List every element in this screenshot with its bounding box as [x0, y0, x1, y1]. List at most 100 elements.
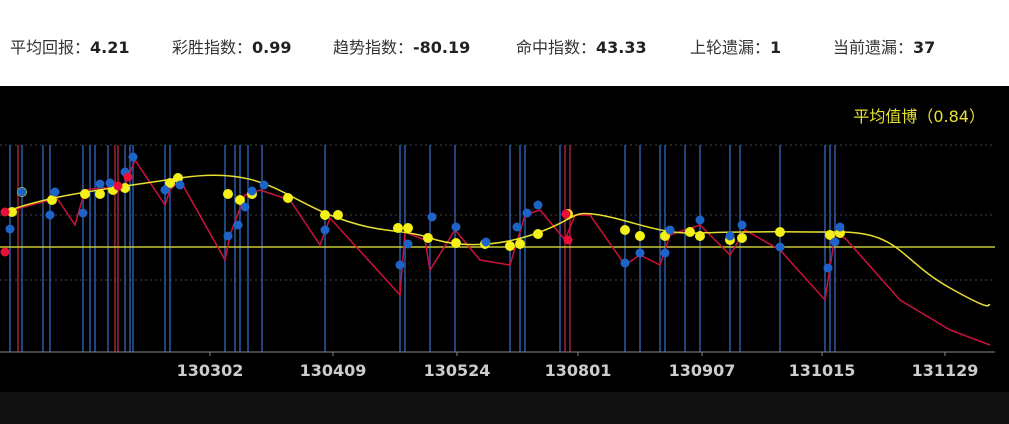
x-tick-label: 130409	[300, 361, 367, 380]
yellow-dot	[165, 178, 175, 188]
yellow-dot	[7, 207, 17, 217]
yellow-dot	[283, 193, 293, 203]
blue-dot	[17, 187, 27, 197]
yellow-line	[4, 174, 991, 307]
yellow-dot	[685, 227, 695, 237]
red-dot	[113, 181, 123, 191]
blue-dot	[78, 208, 88, 218]
yellow-dot	[47, 195, 57, 205]
yellow-dot	[737, 233, 747, 243]
red-dot	[0, 207, 10, 217]
blue-dot	[481, 237, 491, 247]
yellow-dot	[173, 173, 183, 183]
red-dot	[561, 209, 571, 219]
stat-value: -80.19	[413, 38, 471, 57]
blue-dot	[128, 152, 138, 162]
red-dot	[0, 247, 10, 257]
dots	[0, 152, 845, 273]
blue-dot	[233, 220, 243, 230]
blue-dot	[45, 210, 55, 220]
chart-background	[0, 86, 1009, 392]
yellow-dot	[695, 231, 705, 241]
yellow-dot	[320, 210, 330, 220]
yellow-dot	[775, 227, 785, 237]
stat-value: 43.33	[596, 38, 647, 57]
yellow-dot	[333, 210, 343, 220]
blue-dot	[50, 187, 60, 197]
blue-dot	[427, 212, 437, 222]
blue-dot	[512, 222, 522, 232]
yellow-dot	[223, 189, 233, 199]
stat-label: 当前遗漏：	[833, 38, 914, 57]
yellow-dot	[403, 223, 413, 233]
blue-dot	[160, 185, 170, 195]
blue-dot	[240, 202, 250, 212]
blue-dot	[635, 248, 645, 258]
stat-label: 平均回报：	[10, 38, 91, 57]
blue-dot	[395, 260, 405, 270]
blue-dot	[533, 200, 543, 210]
grid	[0, 144, 995, 281]
x-tick-label: 130302	[177, 361, 244, 380]
yellow-dot	[80, 189, 90, 199]
blue-dot	[835, 222, 845, 232]
stat-value: 37	[913, 38, 936, 57]
yellow-dot	[825, 230, 835, 240]
blue-dot	[105, 178, 115, 188]
yellow-dot	[393, 223, 403, 233]
blue-dot	[95, 179, 105, 189]
blue-dot	[737, 220, 747, 230]
stat: 当前遗漏：37	[833, 34, 935, 58]
blue-dot	[175, 180, 185, 190]
stat: 上轮遗漏：1	[690, 34, 781, 58]
yellow-dot	[635, 231, 645, 241]
blue-dot	[247, 186, 257, 196]
chart: 平均值博（0.84） 130302 130409 130524 130801 13090…	[0, 86, 1009, 392]
blue-dot	[725, 231, 735, 241]
blue-dot	[775, 242, 785, 252]
stat: 平均回报：4.21	[10, 34, 130, 58]
x-tick-label: 130524	[424, 361, 491, 380]
blue-dot	[451, 222, 461, 232]
stat-label: 趋势指数：	[333, 38, 414, 57]
blue-dot	[259, 180, 269, 190]
stat: 彩胜指数：0.99	[172, 34, 292, 58]
blue-dot	[665, 225, 675, 235]
blue-dot	[320, 225, 330, 235]
blue-dot	[223, 231, 233, 241]
x-tick-label: 131129	[912, 361, 979, 380]
stat-label: 命中指数：	[516, 38, 597, 57]
stat-label: 上轮遗漏：	[690, 38, 771, 57]
yellow-dot	[235, 195, 245, 205]
blue-dot	[695, 215, 705, 225]
stat: 趋势指数：-80.19	[333, 34, 470, 58]
yellow-dot	[533, 229, 543, 239]
yellow-dot	[451, 238, 461, 248]
blue-dot	[403, 239, 413, 249]
x-tick-label: 131015	[789, 361, 856, 380]
blue-dot	[830, 237, 840, 247]
footer	[0, 392, 1009, 424]
yellow-dot	[515, 239, 525, 249]
blue-dot	[5, 224, 15, 234]
stat: 命中指数：43.33	[516, 34, 647, 58]
red-dot	[123, 172, 133, 182]
yellow-dot	[120, 183, 130, 193]
stat-value: 1	[770, 38, 782, 57]
stat-value: 0.99	[252, 38, 292, 57]
blue-dot	[823, 263, 833, 273]
yellow-dot	[620, 225, 630, 235]
blue-dot	[620, 258, 630, 268]
x-tick-label: 130801	[545, 361, 612, 380]
blue-dot	[522, 208, 532, 218]
stat-label: 彩胜指数：	[172, 38, 253, 57]
blue-dot	[660, 248, 670, 258]
yellow-dot	[505, 241, 515, 251]
yellow-dot	[95, 189, 105, 199]
x-tick-label: 130907	[669, 361, 736, 380]
red-dot	[563, 235, 573, 245]
legend-label: 平均值博（0.84）	[853, 107, 985, 126]
stat-value: 4.21	[90, 38, 130, 57]
stats-bar: 平均回报：4.21 彩胜指数：0.99 趋势指数：-80.19 命中指数：43.33 上…	[0, 0, 1009, 86]
